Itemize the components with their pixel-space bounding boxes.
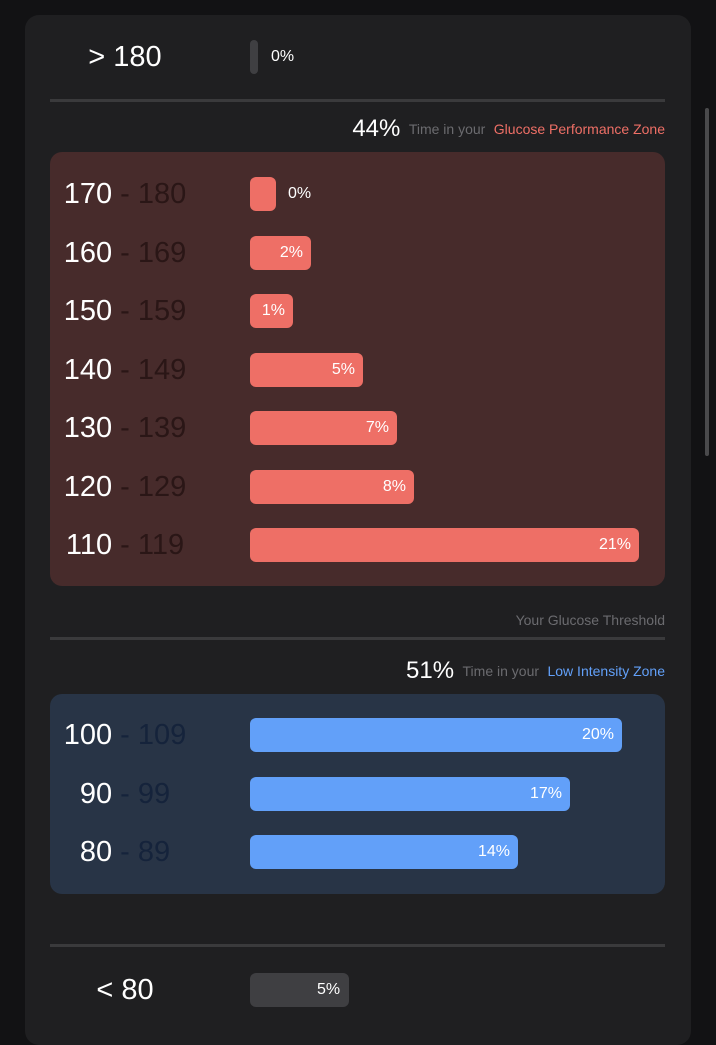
range-high: 109 (137, 719, 187, 751)
range-high: 99 (137, 777, 171, 810)
above-range-bar (250, 40, 258, 74)
distribution-bar (250, 352, 363, 387)
range-low: 170 (63, 178, 113, 210)
distribution-bar (250, 411, 397, 445)
range-dash: - (112, 836, 138, 868)
below-range-bar (250, 973, 349, 1007)
distribution-pct: 21% (598, 536, 631, 553)
distribution-bar (250, 294, 293, 328)
scrollbar[interactable] (705, 108, 709, 456)
range-label: 120 - 129 (25, 470, 225, 504)
range-label: 150 - 159 (25, 294, 225, 328)
range-label: 130 - 139 (25, 411, 225, 445)
distribution-pct: 1% (261, 302, 285, 319)
distribution-pct: 0% (288, 185, 312, 202)
range-high: 169 (137, 236, 187, 269)
range-label: 170 - 180 (25, 177, 225, 211)
divider-top (50, 99, 665, 102)
distribution-bar (250, 469, 414, 504)
range-high: 129 (137, 470, 187, 503)
above-range-label: > 180 (88, 41, 162, 73)
divider-bottom (50, 944, 665, 947)
performance-zone-percent: 44% (352, 115, 401, 142)
range-high: 119 (137, 529, 185, 561)
range-dash: - (112, 178, 138, 210)
performance-zone-name: Glucose Performance Zone (493, 121, 665, 137)
range-dash: - (112, 295, 138, 327)
low-zone-percent: 51% (406, 657, 455, 684)
distribution-bar (250, 235, 311, 270)
performance-zone-row: 150 - 159 1% (25, 294, 691, 328)
distribution-bar (250, 776, 570, 811)
range-low: 110 (65, 529, 113, 561)
performance-zone-row: 110 - 119 21% (25, 528, 691, 562)
range-high: 149 (137, 353, 187, 386)
range-low: 100 (63, 719, 113, 751)
performance-zone-row: 140 - 149 5% (25, 352, 691, 387)
range-high: 139 (137, 412, 187, 444)
range-dash: - (112, 529, 138, 561)
distribution-pct: 2% (279, 243, 303, 261)
below-range-pct: 5% (317, 981, 341, 998)
low-zone-header: 51% Time in your Low Intensity Zone (406, 657, 665, 685)
low-zone-text: Time in your (462, 663, 540, 679)
range-low: 130 (63, 412, 113, 444)
range-high: 159 (137, 295, 187, 327)
range-low: 140 (63, 353, 113, 386)
range-low: 90 (79, 777, 113, 810)
range-low: 120 (63, 470, 113, 503)
range-label: 100 - 109 (25, 718, 225, 752)
performance-zone-row: 160 - 169 2% (25, 235, 691, 270)
range-dash: - (112, 353, 138, 386)
range-label: 160 - 169 (25, 236, 225, 270)
range-high: 89 (137, 836, 171, 868)
range-dash: - (112, 777, 138, 810)
range-dash: - (112, 719, 138, 751)
range-dash: - (112, 470, 138, 503)
performance-zone-row: 120 - 129 8% (25, 469, 691, 504)
range-label: 110 - 119 (25, 528, 225, 562)
range-label: 140 - 149 (25, 353, 225, 387)
below-range-row: < 80 5% (25, 973, 691, 1007)
distribution-bar (250, 177, 276, 211)
threshold-divider (50, 637, 665, 640)
above-range-row: > 180 0% (25, 40, 691, 74)
distribution-pct: 20% (581, 726, 614, 743)
distribution-pct: 7% (365, 419, 389, 436)
distribution-pct: 5% (331, 360, 355, 378)
range-dash: - (112, 412, 138, 444)
performance-zone-text: Time in your (408, 121, 486, 137)
low-zone-row: 90 - 99 17% (25, 776, 691, 811)
low-zone-name: Low Intensity Zone (547, 663, 665, 679)
performance-zone-row: 130 - 139 7% (25, 411, 691, 445)
distribution-pct: 14% (477, 843, 510, 860)
range-low: 160 (63, 236, 113, 269)
low-zone-row: 80 - 89 14% (25, 835, 691, 869)
range-high: 180 (137, 178, 187, 210)
below-range-label: < 80 (96, 974, 154, 1006)
above-range-pct: 0% (271, 48, 295, 65)
distribution-bar (250, 835, 518, 869)
distribution-pct: 17% (529, 784, 562, 802)
range-label: 90 - 99 (25, 777, 225, 811)
distribution-pct: 8% (382, 477, 406, 495)
threshold-label: Your Glucose Threshold (515, 612, 665, 628)
performance-zone-header: 44% Time in your Glucose Performance Zon… (352, 115, 665, 143)
range-low: 80 (79, 836, 113, 868)
glucose-distribution-card: > 180 0% 44% Time in your Glucose Perfor… (25, 15, 691, 1045)
low-zone-row: 100 - 109 20% (25, 718, 691, 752)
performance-zone-row: 170 - 180 0% (25, 177, 691, 211)
range-label: 80 - 89 (25, 835, 225, 869)
range-low: 150 (63, 295, 113, 327)
range-dash: - (112, 236, 138, 269)
distribution-bar (250, 528, 639, 562)
distribution-bar (250, 718, 622, 752)
